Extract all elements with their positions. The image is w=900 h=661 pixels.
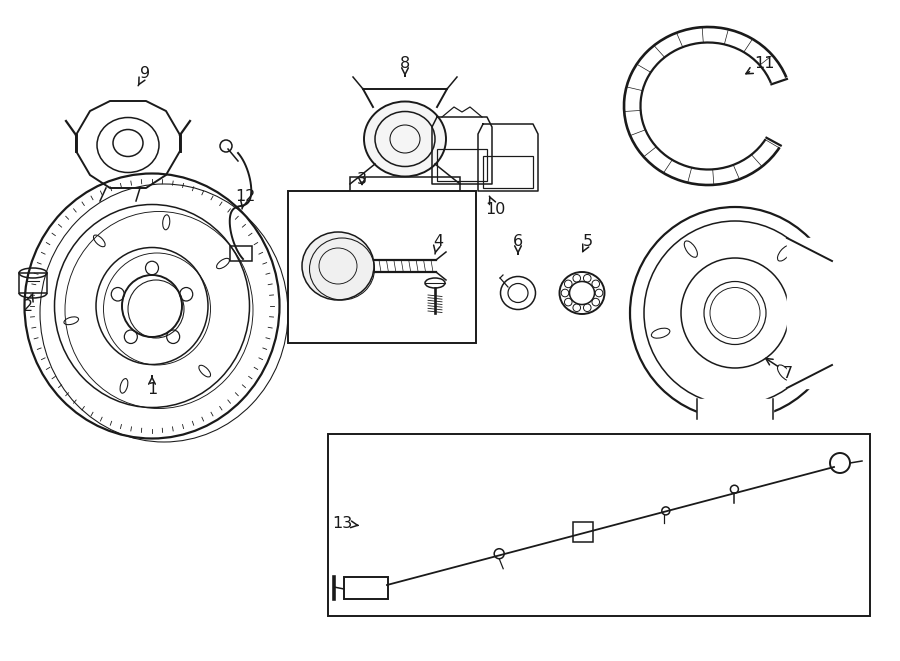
Ellipse shape — [364, 102, 446, 176]
Ellipse shape — [302, 232, 374, 300]
Bar — [787, 238, 865, 388]
Bar — [572, 522, 592, 542]
Bar — [19, 273, 47, 293]
Text: 7: 7 — [766, 358, 793, 381]
Text: 12: 12 — [235, 188, 256, 209]
Bar — [328, 434, 870, 616]
Text: 1: 1 — [147, 376, 158, 397]
Text: 2: 2 — [22, 293, 33, 313]
Text: 11: 11 — [746, 56, 775, 74]
Text: 10: 10 — [485, 196, 505, 217]
Bar — [350, 177, 460, 195]
Bar — [697, 399, 773, 421]
Bar — [344, 577, 388, 599]
Text: 8: 8 — [400, 56, 410, 76]
Bar — [437, 149, 487, 181]
Text: 5: 5 — [582, 233, 593, 252]
Text: 9: 9 — [138, 65, 150, 86]
Bar — [230, 246, 252, 261]
Bar — [288, 191, 476, 343]
Text: 4: 4 — [433, 233, 443, 254]
Text: 3: 3 — [357, 171, 367, 186]
Text: 6: 6 — [513, 233, 523, 254]
Text: 13: 13 — [332, 516, 358, 531]
Bar — [483, 156, 533, 188]
